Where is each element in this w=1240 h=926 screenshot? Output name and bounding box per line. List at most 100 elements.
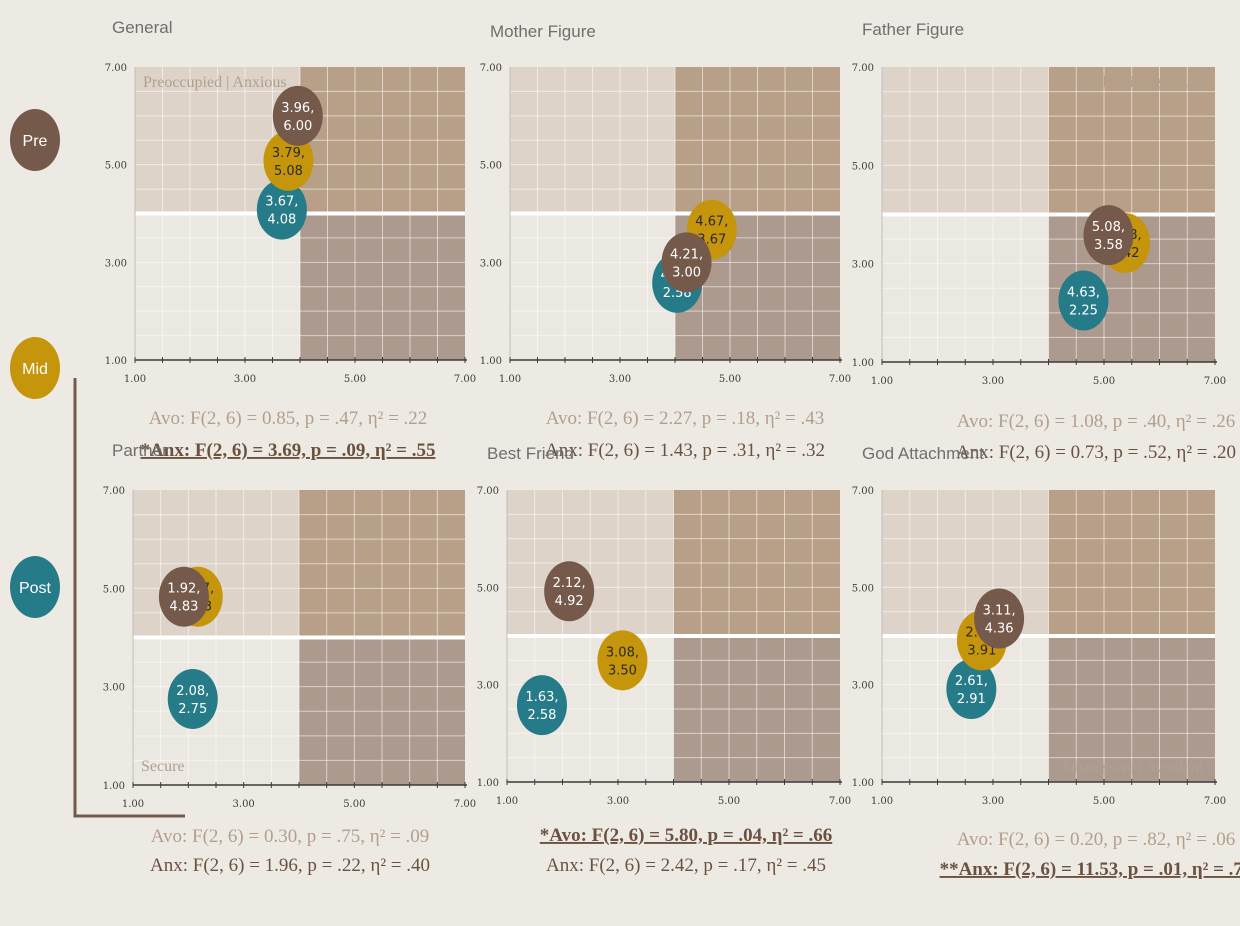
y-tick-label: 5.00 (852, 161, 874, 172)
x-tick-label: 7.00 (1204, 376, 1226, 387)
stat-line-avo: *Avo: F(2, 6) = 5.80, p = .04, η² = .66 (540, 825, 832, 846)
bubble-pre (158, 566, 209, 627)
bubble-label-y: 3.00 (672, 265, 701, 280)
stat-line-avo: Avo: F(2, 6) = 0.85, p = .47, η² = .22 (149, 408, 428, 429)
y-tick-label: 7.00 (103, 486, 125, 497)
y-tick-label: 1.00 (105, 356, 127, 367)
bubble-label-x: 3.08, (606, 645, 639, 660)
bubble-label-y: 4.83 (169, 600, 198, 615)
bubble-mid (597, 630, 648, 691)
y-tick-label: 1.00 (480, 356, 502, 367)
data-point-mid: 3.08, 3.50 (597, 630, 648, 691)
bubble-post (167, 668, 218, 729)
y-tick-label: 1.00 (852, 778, 874, 789)
bubble-label-x: 4.63, (1067, 286, 1100, 301)
legend-bracket (73, 378, 185, 818)
data-point-pre: 3.11, 4.36 (974, 588, 1025, 649)
legend-circle-post (10, 556, 60, 618)
stat-line-anx: Anx: F(2, 6) = 1.43, p = .31, η² = .32 (545, 440, 825, 461)
y-tick-label: 5.00 (105, 161, 127, 172)
y-tick-label: 7.00 (852, 63, 874, 74)
data-point-pre: 5.08, 3.58 (1083, 205, 1134, 266)
chart-title: Partner (112, 441, 168, 460)
y-tick-label: 3.00 (477, 681, 499, 692)
bubble-label-y: 2.75 (178, 702, 207, 717)
legend-label-post: Post (19, 580, 52, 597)
stat-line-anx: **Anx: F(2, 6) = 11.53, p = .01, η² = .7… (940, 859, 1240, 880)
x-tick-label: 7.00 (829, 796, 851, 807)
bubble-post (1058, 270, 1109, 331)
y-tick-label: 5.00 (477, 583, 499, 594)
y-tick-label: 5.00 (480, 161, 502, 172)
legend-circle-pre (10, 109, 60, 171)
x-tick-label: 1.00 (871, 796, 893, 807)
x-tick-label: 3.00 (982, 796, 1004, 807)
legend-label-pre: Pre (23, 133, 48, 150)
bubble-label-x: 1.92, (167, 582, 200, 597)
y-tick-label: 7.00 (477, 486, 499, 497)
stat-line-avo: Avo: F(2, 6) = 0.30, p = .75, η² = .09 (151, 826, 430, 847)
bubble-label-x: 5.08, (1092, 220, 1125, 235)
y-tick-label: 5.00 (852, 583, 874, 594)
legend: Pre Mid Post (10, 109, 185, 818)
y-tick-label: 3.00 (480, 258, 502, 269)
bubble-pre (272, 85, 323, 146)
stat-line-avo: Avo: F(2, 6) = 2.27, p = .18, η² = .43 (546, 408, 825, 429)
bubble-pre (1083, 205, 1134, 266)
data-point-post: 2.61, 2.91 (946, 659, 997, 720)
bubble-post (256, 179, 307, 240)
bubble-label-y: 2.25 (1069, 304, 1098, 319)
bubble-pre (544, 561, 595, 622)
x-tick-label: 1.00 (499, 374, 521, 385)
stat-line-avo: Avo: F(2, 6) = 1.08, p = .40, η² = .26 (957, 411, 1236, 432)
x-tick-label: 3.00 (607, 796, 629, 807)
quadrant-label: Preoccupied | Anxious (143, 74, 287, 91)
bubble-label-x: 4.67, (695, 215, 728, 230)
bubble-label-y: 3.50 (608, 663, 637, 678)
legend-label-mid: Mid (22, 361, 48, 378)
stat-line-anx: Anx: F(2, 6) = 2.42, p = .17, η² = .45 (546, 855, 826, 876)
bubble-label-y: 6.00 (283, 119, 312, 134)
data-point-mid: 3.79, 5.08 (263, 130, 314, 191)
bubble-label-y: 4.92 (555, 594, 584, 609)
data-point-pre: 2.12, 4.92 (544, 561, 595, 622)
chart-panel-mother-figure: 1.00 3.00 5.00 7.00 1.00 3.00 5.00 7.00 Mother F… (480, 22, 851, 461)
bubble-label-x: 2.12, (553, 576, 586, 591)
chart-panel-father-figure: 1.00 3.00 5.00 7.00 1.00 3.00 5.00 7.00 Father F… (852, 20, 1236, 463)
bubble-pre (661, 232, 712, 293)
chart-panel-best-friend: 1.00 3.00 5.00 7.00 1.00 3.00 5.00 7.00 Best Fri… (477, 444, 851, 876)
bubble-label-y: 5.08 (274, 164, 303, 179)
data-point-post: 1.63, 2.58 (516, 675, 567, 736)
bubble-label-x: 4.21, (670, 247, 703, 262)
data-point-post: 4.63, 2.25 (1058, 270, 1109, 331)
x-tick-label: 7.00 (454, 374, 476, 385)
quadrant-label: Fearful | Disorganized (1061, 74, 1203, 91)
y-tick-label: 3.00 (105, 258, 127, 269)
x-tick-label: 1.00 (496, 796, 518, 807)
data-point-pre: 3.96, 6.00 (272, 85, 323, 146)
stat-line-anx: Anx: F(2, 6) = 1.96, p = .22, η² = .40 (150, 855, 430, 876)
bubble-label-y: 2.58 (527, 708, 556, 723)
chart-panel-general: 1.00 3.00 5.00 7.00 1.00 3.00 5.00 7.00 General P… (105, 18, 476, 461)
bubble-label-y: 3.91 (967, 643, 996, 658)
y-tick-label: 1.00 (477, 778, 499, 789)
chart-title: Father Figure (862, 20, 964, 39)
chart-panel-partner: 1.00 3.00 5.00 7.00 1.00 3.00 5.00 7.00 Partner S… (103, 441, 476, 876)
data-point-post: 3.67, 4.08 (256, 179, 307, 240)
x-tick-label: 3.00 (234, 374, 256, 385)
x-tick-label: 7.00 (829, 374, 851, 385)
y-tick-label: 5.00 (103, 584, 125, 595)
y-tick-label: 3.00 (852, 681, 874, 692)
chart-title: Best Friend (487, 444, 574, 463)
stat-line-avo: Avo: F(2, 6) = 0.20, p = .82, η² = .06 (957, 829, 1236, 850)
x-tick-label: 3.00 (233, 799, 255, 810)
y-tick-label: 1.00 (852, 358, 874, 369)
bubble-label-x: 1.63, (525, 690, 558, 705)
bubble-label-y: 4.36 (985, 621, 1014, 636)
x-tick-label: 5.00 (1093, 796, 1115, 807)
x-tick-label: 1.00 (124, 374, 146, 385)
x-tick-label: 5.00 (343, 799, 365, 810)
bubble-post (946, 659, 997, 720)
y-tick-label: 1.00 (103, 781, 125, 792)
